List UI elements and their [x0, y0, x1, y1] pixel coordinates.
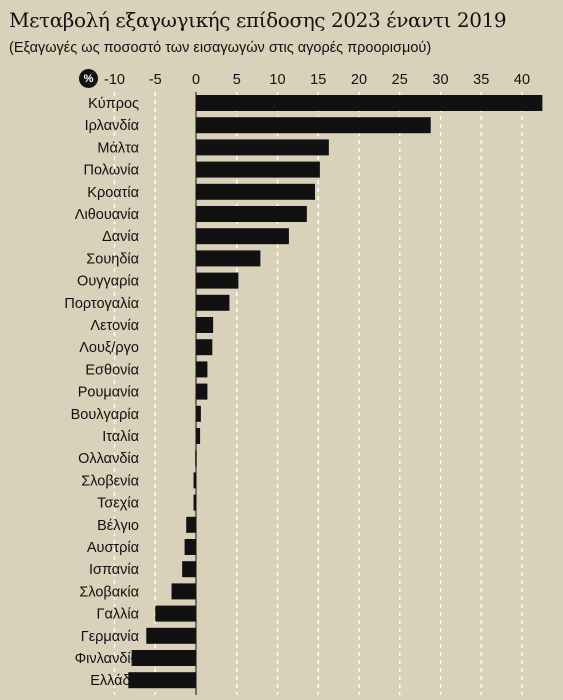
bar — [196, 405, 201, 422]
x-tick-label: 25 — [392, 72, 408, 88]
bar — [193, 472, 196, 489]
chart-title: Μεταβολή εξαγωγικής επίδοσης 2023 έναντι… — [9, 8, 507, 32]
category-label: Λετονία — [90, 318, 139, 334]
bar — [196, 361, 208, 378]
bar — [146, 627, 196, 644]
bar — [195, 450, 197, 467]
category-label: Εσθονία — [85, 362, 139, 378]
x-tick-label: 35 — [473, 72, 489, 88]
x-tick-label: -10 — [104, 72, 125, 88]
category-labels: Κύπρος Ιρλανδία Μάλτα Πολωνία Κροατία Λιθουαν… — [64, 96, 139, 689]
category-label: Δανία — [102, 229, 139, 245]
bar — [196, 228, 289, 245]
bar — [196, 117, 431, 134]
category-label: Γαλλία — [97, 607, 139, 623]
category-label: Γερμανία — [81, 629, 139, 645]
category-label: Πολωνία — [84, 163, 139, 179]
x-tick-label: 20 — [351, 72, 367, 88]
category-label: Ιρλανδία — [85, 118, 139, 134]
x-tick-label: 30 — [432, 72, 448, 88]
x-tick-labels: -10 -5 0 5 10 15 20 25 30 35 40 — [104, 72, 530, 88]
bar — [196, 428, 201, 444]
x-tick-label: -5 — [149, 72, 162, 88]
bar — [182, 561, 196, 578]
bar — [196, 339, 213, 356]
bar — [196, 383, 208, 400]
bar — [196, 272, 239, 289]
bar — [131, 650, 196, 666]
bar — [196, 294, 230, 311]
unit-badge: % — [79, 69, 98, 88]
x-tick-label: 10 — [269, 72, 285, 88]
bars — [128, 95, 543, 689]
category-label: Λιθουανία — [75, 207, 139, 223]
category-label: Βουλγαρία — [71, 407, 139, 423]
category-label: Φινλανδία — [75, 651, 139, 667]
category-label: Κροατία — [87, 185, 139, 201]
category-label: Ελλάδα — [90, 673, 139, 689]
bar — [196, 139, 329, 156]
category-label: Πορτογαλία — [64, 296, 139, 312]
bar — [171, 583, 196, 600]
bar — [196, 95, 543, 111]
category-label: Λουξ/ργο — [79, 340, 139, 356]
category-label: Σουηδία — [86, 251, 139, 267]
category-label: Σλοβενία — [81, 473, 139, 489]
bar — [196, 250, 261, 267]
bar — [196, 317, 214, 333]
bar — [128, 672, 196, 689]
x-tick-label: 40 — [514, 72, 530, 88]
bar — [186, 516, 196, 533]
x-tick-label: 0 — [192, 72, 200, 88]
x-tick-label: 5 — [233, 72, 241, 88]
gridlines — [113, 92, 523, 695]
category-label: Μάλτα — [97, 140, 139, 156]
bar — [196, 161, 320, 178]
category-label: Σλοβακία — [79, 584, 139, 600]
bar — [196, 206, 307, 222]
category-label: Κύπρος — [88, 96, 139, 112]
category-label: Ολλανδία — [78, 451, 139, 467]
category-label: Ιταλία — [102, 429, 139, 445]
chart-subtitle: (Εξαγωγές ως ποσοστό των εισαγωγών στις … — [9, 40, 432, 56]
bar — [193, 494, 196, 511]
bar — [155, 605, 196, 622]
category-label: Ουγγαρία — [77, 274, 139, 290]
category-label: Ισπανία — [89, 562, 139, 578]
bar — [196, 183, 315, 200]
x-tick-label: 15 — [310, 72, 326, 88]
bar — [184, 539, 196, 555]
category-label: Ρουμανία — [78, 385, 139, 401]
category-label: Αυστρία — [87, 540, 139, 556]
category-label: Βέλγιο — [97, 518, 139, 534]
category-label: Τσεχία — [97, 496, 139, 512]
